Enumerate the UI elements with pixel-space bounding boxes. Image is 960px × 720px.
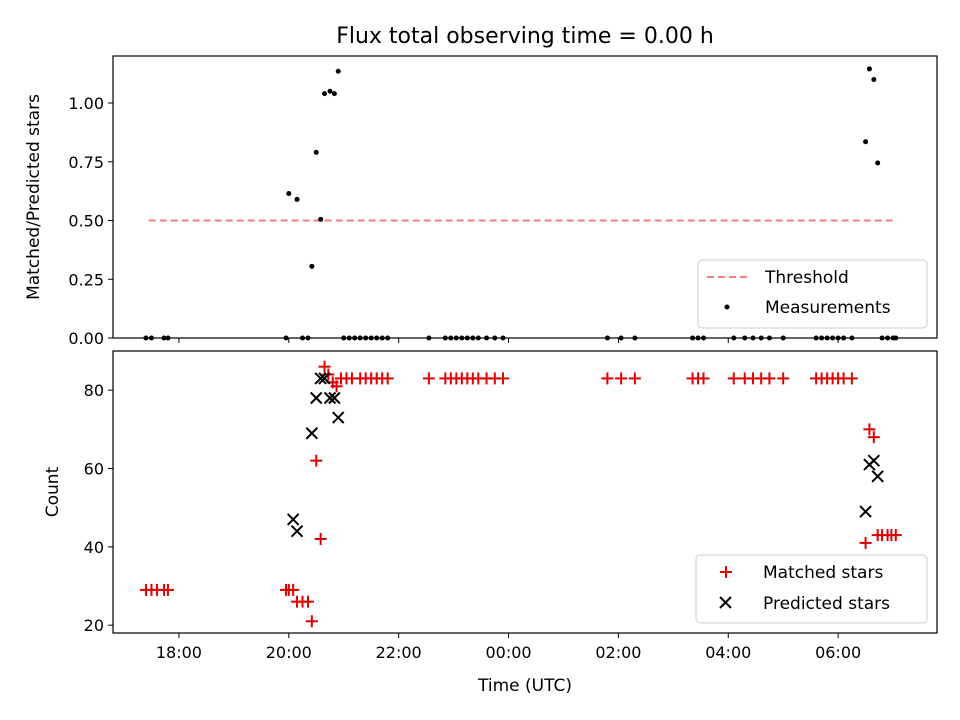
measurement-point [294, 196, 300, 202]
matched-star-point [305, 615, 318, 628]
bottom-plot-frame [112, 350, 938, 634]
top-y-tick-label: 0.50 [68, 212, 104, 231]
measurement-point [321, 91, 327, 97]
matched-star-point [318, 360, 331, 373]
top-y-tick-label: 0.25 [68, 270, 104, 289]
matched-star-point [422, 372, 435, 385]
x-axis-label: Time (UTC) [477, 676, 572, 696]
x-tick-label: 02:00 [595, 643, 641, 662]
x-tick-label: 18:00 [156, 643, 202, 662]
measurement-point [335, 68, 341, 74]
measurement-point [331, 91, 337, 97]
predicted-star-point [328, 391, 341, 405]
top-y-tick-label: 0.00 [68, 329, 104, 348]
x-tick-label: 22:00 [376, 643, 422, 662]
matched-star-point [845, 372, 858, 385]
legend-predicted-label: Predicted stars [763, 594, 890, 614]
predicted-star-point [332, 411, 345, 424]
matched-star-point [330, 380, 343, 393]
matched-star-point [497, 372, 510, 385]
matched-star-point [161, 583, 174, 596]
top-plot-frame [112, 55, 938, 339]
x-tick-label: 04:00 [705, 643, 751, 662]
matched-star-point [697, 372, 710, 385]
legend-matched-label: Matched stars [763, 563, 883, 583]
matched-star-point [302, 595, 315, 608]
legend-matched-swatch [720, 566, 732, 578]
predicted-star-point [867, 454, 881, 467]
predicted-star-point [323, 391, 337, 405]
predicted-star-point [290, 524, 304, 538]
bottom-legend-box [695, 554, 928, 624]
measurement-point [327, 88, 333, 94]
measurement-point [866, 66, 872, 72]
measurement-point [875, 160, 881, 166]
predicted-star-point [305, 427, 319, 440]
matched-star-point [628, 372, 641, 385]
matched-star-point [310, 454, 323, 467]
bottom-y-tick-label: 80 [84, 381, 104, 400]
predicted-star-point [871, 470, 884, 483]
matched-star-point [381, 372, 394, 385]
chart-title: Flux total observing time = 0.00 h [336, 24, 714, 49]
matched-star-point [777, 372, 790, 385]
predicted-star-point [286, 513, 300, 526]
bottom-legend: Matched stars Predicted stars [695, 554, 928, 624]
bottom-y-tick-label: 40 [84, 538, 104, 557]
measurement-point [309, 263, 315, 269]
legend-threshold-label: Threshold [764, 268, 849, 288]
measurement-point [318, 216, 324, 222]
matched-star-point [287, 583, 300, 596]
x-tick-label: 20:00 [266, 643, 312, 662]
bottom-y-tick-label: 20 [84, 616, 104, 635]
legend-predicted-swatch [719, 596, 732, 609]
legend-measurements-label: Measurements [765, 298, 891, 318]
measurement-point [313, 149, 319, 155]
matched-star-point [763, 372, 776, 385]
top-y-axis-label: Matched/Predicted stars [24, 94, 44, 300]
top-y-tick-label: 1.00 [68, 94, 104, 113]
measurement-point [863, 139, 869, 145]
matched-star-point [863, 423, 876, 436]
predicted-star-point [314, 372, 327, 385]
x-tick-label: 00:00 [485, 643, 531, 662]
bottom-y-tick-label: 60 [84, 460, 104, 479]
matched-star-point [859, 536, 872, 549]
matched-star-point [727, 372, 740, 385]
x-tick-label: 06:00 [815, 643, 861, 662]
top-legend: Threshold Measurements [697, 259, 928, 329]
matched-star-point [867, 431, 880, 444]
predicted-star-point [310, 391, 323, 405]
bottom-plot-area: 20 40 60 80 18:00 20:00 22:00 00:00 02:00 04:00 06… [84, 360, 902, 662]
matched-star-point [889, 529, 902, 542]
top-legend-box [697, 259, 928, 329]
matched-star-point [601, 372, 614, 385]
top-y-tick-label: 0.75 [68, 153, 104, 172]
measurement-point [286, 190, 292, 196]
matched-star-point [314, 533, 327, 545]
predicted-star-point [859, 505, 872, 518]
bottom-y-axis-label: Count [43, 466, 63, 517]
legend-measurements-swatch [724, 304, 730, 310]
matched-star-point [615, 372, 628, 385]
predicted-star-point [318, 372, 331, 385]
measurement-point [871, 77, 877, 82]
